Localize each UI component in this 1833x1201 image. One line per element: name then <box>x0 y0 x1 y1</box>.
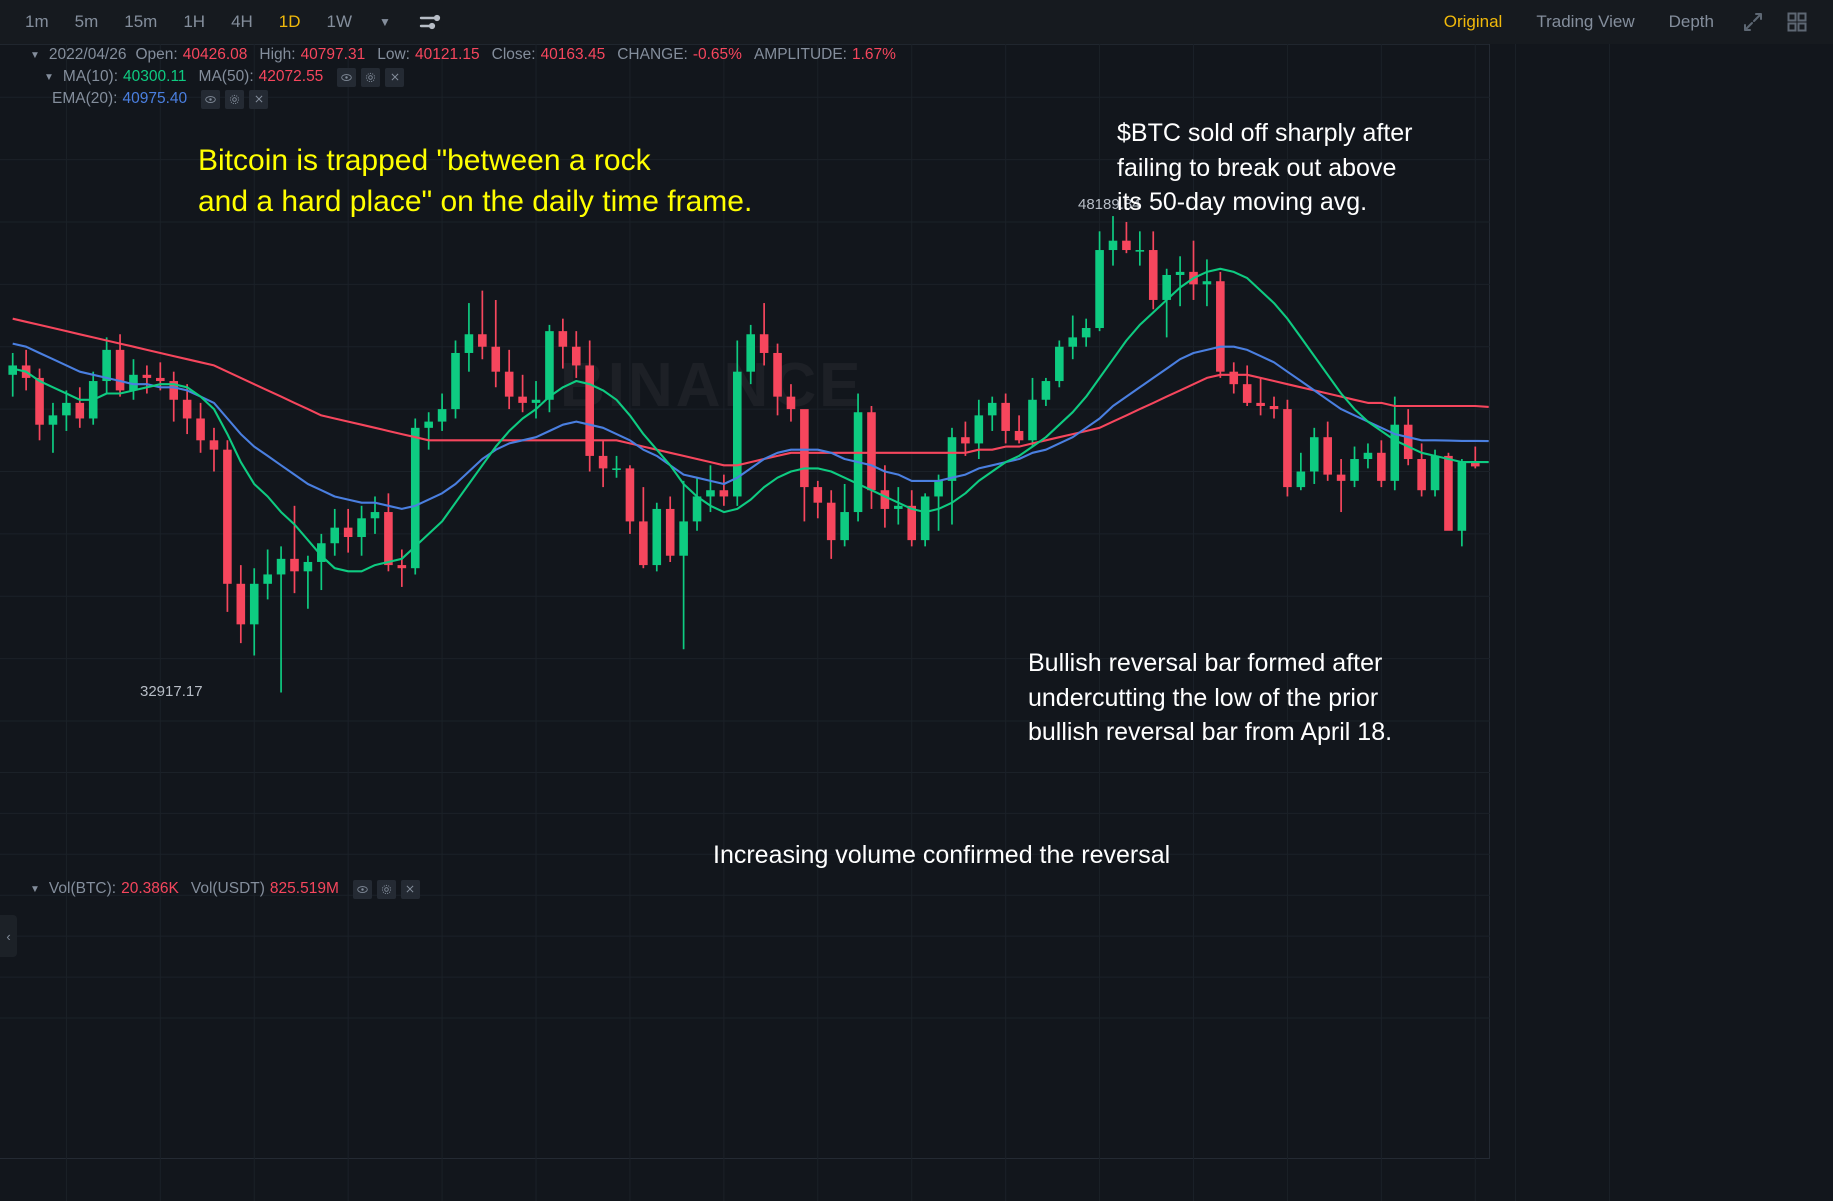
sliders-icon[interactable] <box>419 12 443 32</box>
eye-icon[interactable] <box>201 89 221 109</box>
grid-layout-icon[interactable] <box>1775 12 1819 32</box>
vol-btc-value: 20.386K <box>121 880 179 897</box>
timeframe-1H[interactable]: 1H <box>183 12 206 31</box>
eye-icon[interactable] <box>352 879 372 899</box>
swing-low-label: 32917.17 <box>140 683 203 700</box>
view-tab-trading-view[interactable]: Trading View <box>1536 12 1635 31</box>
ma50-line <box>12 317 1489 467</box>
eye-icon[interactable] <box>337 67 357 87</box>
expand-icon[interactable] <box>1731 12 1775 32</box>
sidebar-collapse-toggle[interactable]: ‹ <box>0 915 17 957</box>
gear-icon[interactable] <box>225 89 245 109</box>
chart-toolbar: 1m 5m 15m 1H 4H 1D 1W ▼ Original Trading View Dep… <box>0 0 1833 45</box>
view-mode-group: Original Trading View Depth <box>1427 0 1819 44</box>
timeframe-1D[interactable]: 1D <box>278 12 301 31</box>
vol-usdt-label: Vol(USDT) <box>190 880 265 897</box>
vol-btc-label: Vol(BTC): <box>48 880 117 897</box>
view-tab-depth[interactable]: Depth <box>1668 12 1714 31</box>
ema-controls <box>201 89 269 109</box>
timeframe-1W[interactable]: 1W <box>326 12 353 31</box>
timeframe-more-caret[interactable]: ▼ <box>379 15 391 29</box>
gear-icon[interactable] <box>376 879 396 899</box>
price-axis <box>1489 44 1833 1201</box>
vol-usdt-value: 825.519M <box>269 880 339 897</box>
annotation-volume: Increasing volume confirmed the reversal <box>713 841 1171 869</box>
timeframe-15m[interactable]: 15m <box>124 12 158 31</box>
volume-controls <box>352 879 420 899</box>
timeframe-1m[interactable]: 1m <box>25 12 49 31</box>
candlestick-chart-canvas[interactable] <box>0 44 1610 1201</box>
close-icon[interactable] <box>249 89 269 109</box>
gear-icon[interactable] <box>361 67 381 87</box>
close-icon[interactable] <box>400 879 420 899</box>
volume-collapse-caret[interactable]: ▼ <box>30 883 40 895</box>
close-icon[interactable] <box>385 67 405 87</box>
candlestick-series <box>8 216 1480 693</box>
timeframe-group: 1m 5m 15m 1H 4H 1D 1W ▼ <box>12 0 443 44</box>
annotation-bullish-reversal: Bullish reversal bar formed after underc… <box>1028 649 1393 746</box>
swing-high-label: 48189.84 <box>1078 196 1141 213</box>
time-axis <box>0 1158 1490 1201</box>
timeframe-5m[interactable]: 5m <box>74 12 99 31</box>
ma-controls <box>337 67 405 87</box>
binance-watermark: BINANCE <box>560 350 863 421</box>
chart-gridlines <box>0 44 1610 1201</box>
volume-legend-row: ▼ Vol(BTC): 20.386K Vol(USDT) 825.519M <box>0 878 420 900</box>
view-tab-original[interactable]: Original <box>1443 12 1503 31</box>
timeframe-4H[interactable]: 4H <box>231 12 253 31</box>
annotation-btc-selloff: $BTC sold off sharply after failing to b… <box>1117 119 1413 216</box>
annotation-headline: Bitcoin is trapped "between a rock and a… <box>198 144 753 219</box>
ma10-line <box>12 267 1489 573</box>
ema20-line <box>12 342 1489 510</box>
